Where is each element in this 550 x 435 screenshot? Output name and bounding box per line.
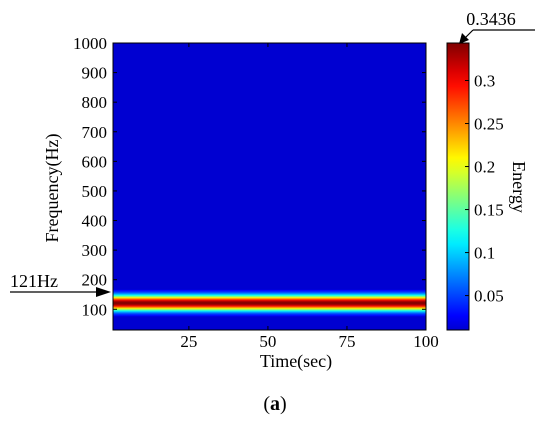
y-tick-label: 800 <box>82 93 108 112</box>
y-tick-label: 400 <box>82 212 108 231</box>
y-tick-label: 700 <box>82 123 108 142</box>
y-axis-title: Frequency(Hz) <box>42 134 63 243</box>
y-tick-label: 1000 <box>73 34 107 53</box>
figure-caption: (a) <box>0 393 550 416</box>
annotation-colorbar-max-label: 0.3436 <box>466 9 516 29</box>
annotation-frequency: 121Hz <box>10 271 111 297</box>
y-tick-label: 100 <box>82 300 108 319</box>
x-tick-label: 25 <box>180 332 197 351</box>
colorbar-ticks: 0.05 0.1 0.15 0.2 0.25 0.3 <box>465 72 504 306</box>
x-tick-label: 100 <box>413 332 439 351</box>
plot-frame <box>112 42 427 331</box>
y-tick-label: 600 <box>82 152 108 171</box>
colorbar-gradient-bar <box>446 42 470 331</box>
colorbar-tick-label: 0.25 <box>474 115 504 134</box>
colorbar-title: Energy <box>509 161 529 213</box>
frequency-band <box>113 289 426 317</box>
colorbar-tick-label: 0.05 <box>474 287 504 306</box>
annotation-frequency-arrowhead <box>96 287 111 297</box>
colorbar-tick-label: 0.1 <box>474 244 495 263</box>
x-tick-label: 50 <box>259 332 276 351</box>
y-tick-label: 300 <box>82 241 108 260</box>
colorbar-tick-label: 0.2 <box>474 158 495 177</box>
colorbar-tick-label: 0.3 <box>474 72 495 91</box>
caption-letter: a <box>270 393 280 415</box>
colorbar <box>446 42 470 331</box>
annotation-frequency-label: 121Hz <box>10 271 58 291</box>
x-axis-ticks: 25 50 75 100 <box>180 43 439 351</box>
annotation-colorbar-max-arrowhead <box>459 33 469 44</box>
y-tick-label: 200 <box>82 271 108 290</box>
plot-area <box>112 42 427 331</box>
caption-open: ( <box>263 393 270 415</box>
annotation-colorbar-max: 0.3436 <box>459 9 535 44</box>
caption-close: ) <box>280 393 287 415</box>
y-axis-ticks: 100 200 300 400 500 600 700 800 900 1000 <box>73 34 426 319</box>
colorbar-tick-label: 0.15 <box>474 201 504 220</box>
x-axis-title: Time(sec) <box>260 351 332 372</box>
x-tick-label: 75 <box>338 332 355 351</box>
y-tick-label: 500 <box>82 182 108 201</box>
y-tick-label: 900 <box>82 64 108 83</box>
plot-background <box>113 43 426 330</box>
annotation-colorbar-max-leader <box>464 29 474 39</box>
